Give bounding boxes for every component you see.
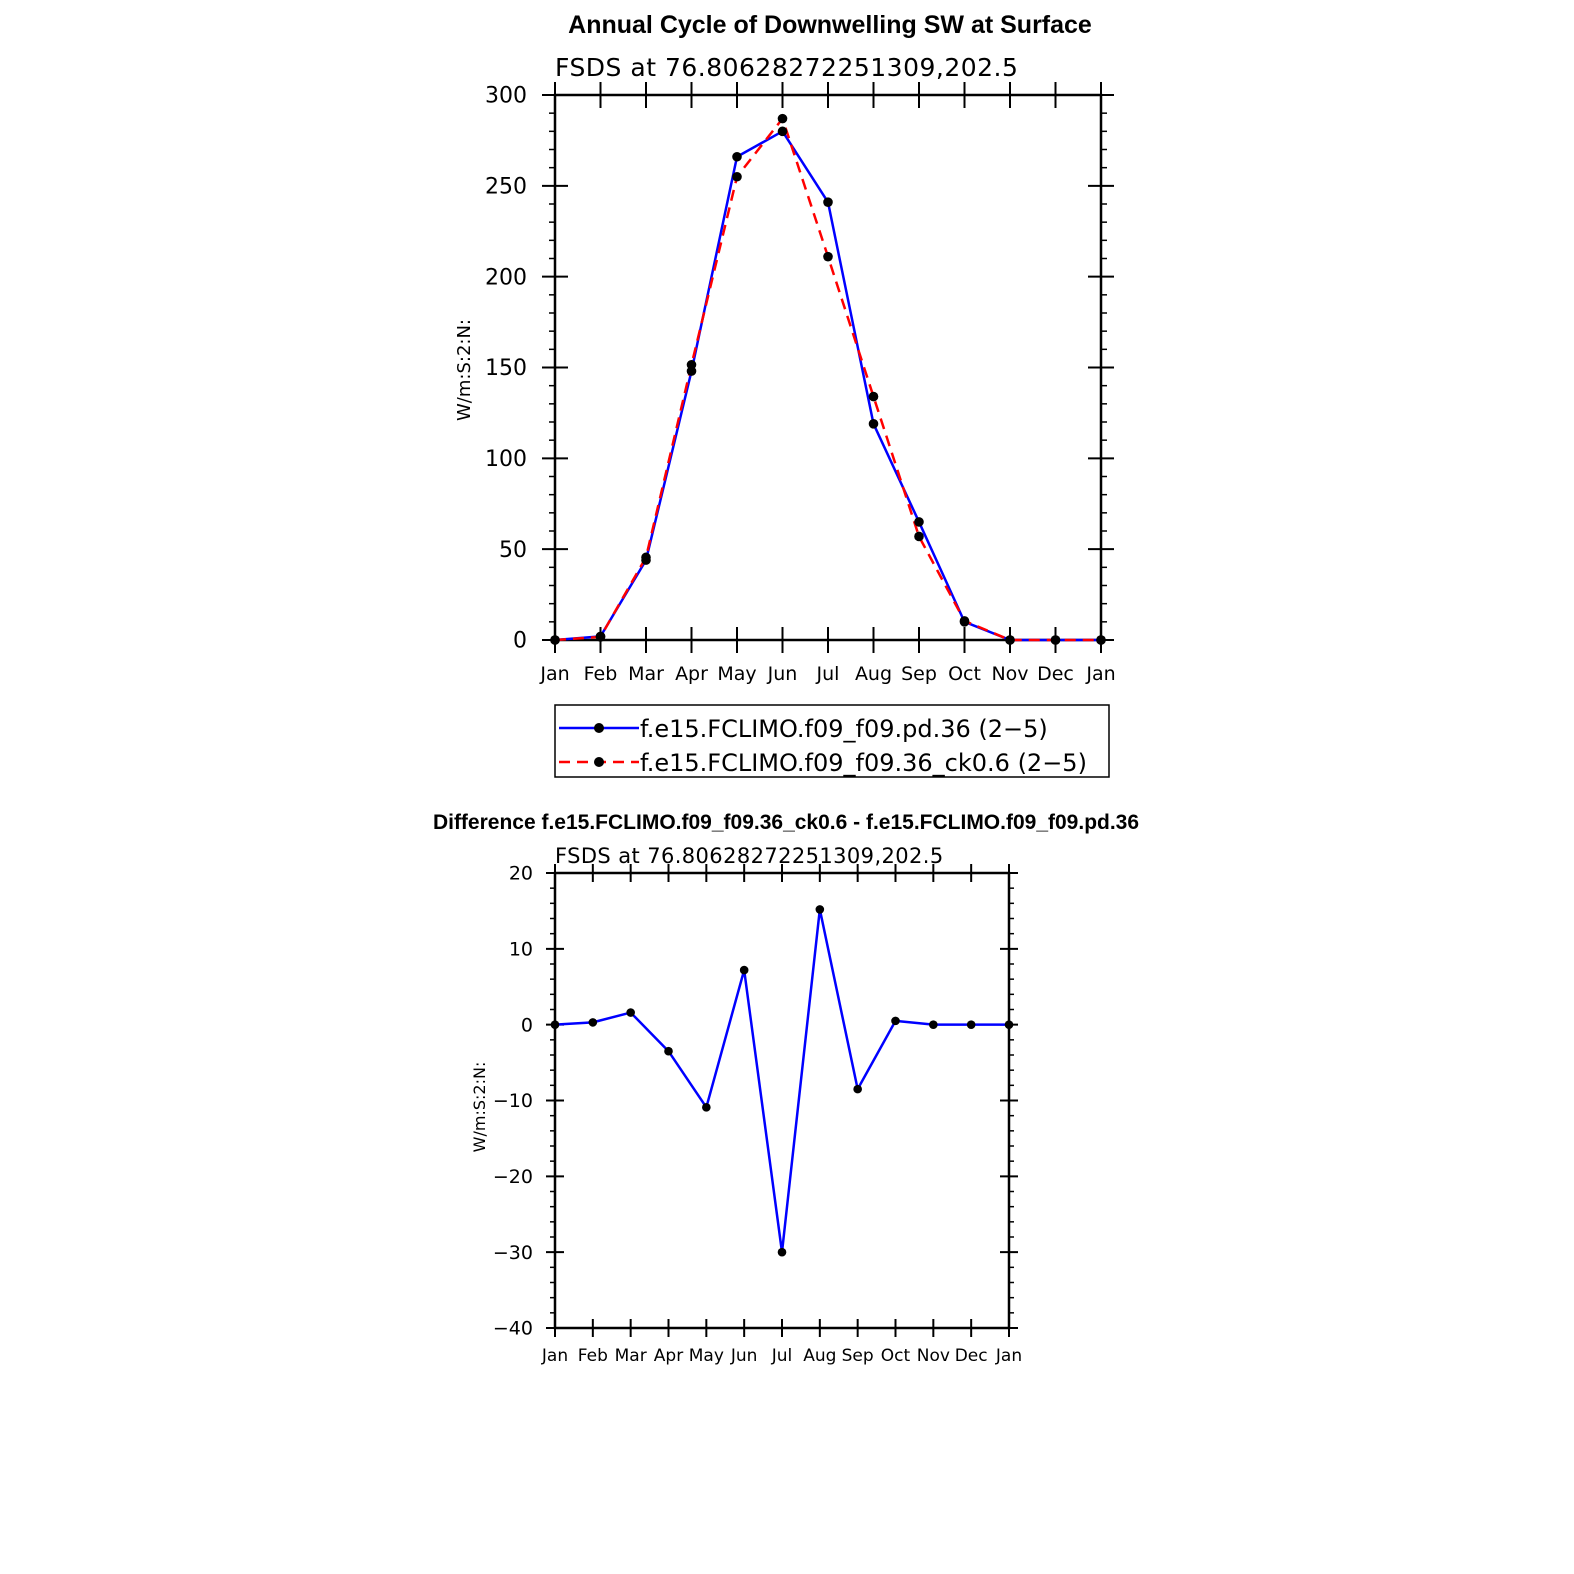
data-point-series1 bbox=[823, 197, 833, 207]
y-tick-label: 50 bbox=[499, 538, 527, 563]
data-point-series1 bbox=[664, 1046, 673, 1056]
y-tick-label: 250 bbox=[485, 175, 527, 200]
x-tick-label: Aug bbox=[855, 663, 892, 685]
x-tick-label: Mar bbox=[628, 663, 664, 685]
data-point-series2 bbox=[959, 616, 970, 626]
chart2-ylabel: W/m:S:2:N: bbox=[470, 1062, 489, 1153]
legend-marker-series2 bbox=[594, 757, 604, 767]
data-point-series1 bbox=[739, 965, 749, 975]
y-tick-label: 10 bbox=[509, 938, 533, 960]
data-point-series1 bbox=[588, 1018, 598, 1027]
series-line-2 bbox=[554, 117, 1101, 642]
x-tick-label: Sep bbox=[842, 1346, 874, 1366]
y-tick-label: 20 bbox=[509, 863, 533, 885]
data-point-series1 bbox=[929, 1020, 938, 1029]
y-tick-label: 200 bbox=[485, 265, 527, 290]
data-point-series1 bbox=[777, 126, 788, 137]
y-tick-label: 300 bbox=[485, 84, 527, 109]
series-line-1 bbox=[554, 130, 1101, 642]
data-point-series1 bbox=[626, 1008, 635, 1017]
x-tick-label: Jan bbox=[1085, 663, 1115, 685]
x-tick-label: Jan bbox=[995, 1346, 1022, 1366]
data-point-series2 bbox=[732, 171, 742, 182]
data-point-series2 bbox=[868, 391, 879, 402]
plot-frame bbox=[553, 93, 1103, 642]
chart1-subtitle: FSDS at 76.80628272251309,202.5 bbox=[555, 53, 1018, 82]
y-tick-label: −20 bbox=[493, 1166, 533, 1188]
data-point-series1 bbox=[815, 905, 825, 914]
data-point-series2 bbox=[641, 552, 651, 563]
plot-frame bbox=[553, 871, 1011, 1330]
x-tick-label: May bbox=[717, 663, 756, 685]
data-point-series1 bbox=[732, 151, 742, 162]
x-tick-label: Jan bbox=[541, 1346, 568, 1366]
data-point-series1 bbox=[1004, 1020, 1014, 1029]
x-tick-label: Jan bbox=[539, 663, 569, 685]
data-point-series1 bbox=[868, 419, 879, 429]
x-tick-label: May bbox=[689, 1346, 724, 1366]
x-tick-label: Nov bbox=[991, 663, 1028, 685]
chart1-ylabel: W/m:S:2:N: bbox=[454, 319, 475, 421]
chart2-subtitle: FSDS at 76.80628272251309,202.5 bbox=[555, 844, 944, 868]
x-tick-label: Feb bbox=[584, 663, 618, 685]
data-point-series2 bbox=[777, 113, 788, 124]
data-point-series2 bbox=[595, 632, 606, 642]
annual-cycle-chart: Annual Cycle of Downwelling SW at Surfac… bbox=[454, 11, 1116, 778]
series-line-1 bbox=[554, 908, 1009, 1254]
data-point-series1 bbox=[891, 1016, 900, 1026]
y-tick-label: 0 bbox=[513, 629, 527, 654]
x-tick-label: Nov bbox=[917, 1346, 950, 1366]
data-point-series2 bbox=[1050, 635, 1061, 645]
x-tick-label: Aug bbox=[803, 1346, 836, 1366]
legend-label-series1: f.e15.FCLIMO.f09_f09.pd.36 (2−5) bbox=[640, 715, 1048, 743]
legend-box bbox=[554, 704, 1110, 778]
y-tick-label: 150 bbox=[485, 356, 527, 381]
data-point-series1 bbox=[914, 517, 924, 527]
data-point-series1 bbox=[702, 1103, 711, 1112]
data-point-series1 bbox=[853, 1084, 862, 1094]
x-tick-label: Sep bbox=[901, 663, 937, 685]
x-tick-label: Jul bbox=[771, 1346, 793, 1366]
data-point-series2 bbox=[1096, 635, 1106, 645]
data-point-series2 bbox=[550, 635, 560, 645]
chart1-title: Annual Cycle of Downwelling SW at Surfac… bbox=[568, 11, 1092, 39]
legend-label-series2: f.e15.FCLIMO.f09_f09.36_ck0.6 (2−5) bbox=[640, 749, 1087, 777]
data-point-series1 bbox=[966, 1020, 976, 1029]
data-point-series1 bbox=[777, 1247, 787, 1257]
y-tick-label: 0 bbox=[521, 1014, 533, 1036]
y-tick-label: 100 bbox=[485, 447, 527, 472]
x-tick-label: Dec bbox=[955, 1346, 988, 1366]
x-tick-label: Jun bbox=[767, 663, 798, 685]
x-tick-label: Oct bbox=[881, 1346, 911, 1366]
x-tick-label: Mar bbox=[615, 1346, 647, 1366]
x-tick-label: Apr bbox=[675, 663, 708, 685]
x-tick-label: Dec bbox=[1037, 663, 1074, 685]
legend-marker-series1 bbox=[594, 723, 604, 733]
data-point-series2 bbox=[823, 251, 833, 262]
data-point-series2 bbox=[914, 531, 924, 542]
chart2-title: Difference f.e15.FCLIMO.f09_f09.36_ck0.6… bbox=[433, 811, 1139, 834]
y-tick-label: −40 bbox=[493, 1318, 533, 1340]
data-point-series1 bbox=[550, 1020, 560, 1029]
y-tick-label: −10 bbox=[493, 1090, 533, 1112]
x-tick-label: Jun bbox=[730, 1346, 758, 1366]
x-tick-label: Oct bbox=[948, 663, 981, 685]
y-tick-label: −30 bbox=[493, 1242, 533, 1264]
x-tick-label: Apr bbox=[654, 1346, 683, 1366]
data-point-series2 bbox=[686, 359, 697, 370]
chart1-legend: f.e15.FCLIMO.f09_f09.pd.36 (2−5) f.e15.F… bbox=[554, 704, 1110, 778]
x-tick-label: Feb bbox=[578, 1346, 608, 1366]
x-tick-label: Jul bbox=[816, 663, 840, 685]
data-point-series2 bbox=[1005, 635, 1015, 645]
difference-chart: Difference f.e15.FCLIMO.f09_f09.36_ck0.6… bbox=[433, 811, 1139, 1366]
